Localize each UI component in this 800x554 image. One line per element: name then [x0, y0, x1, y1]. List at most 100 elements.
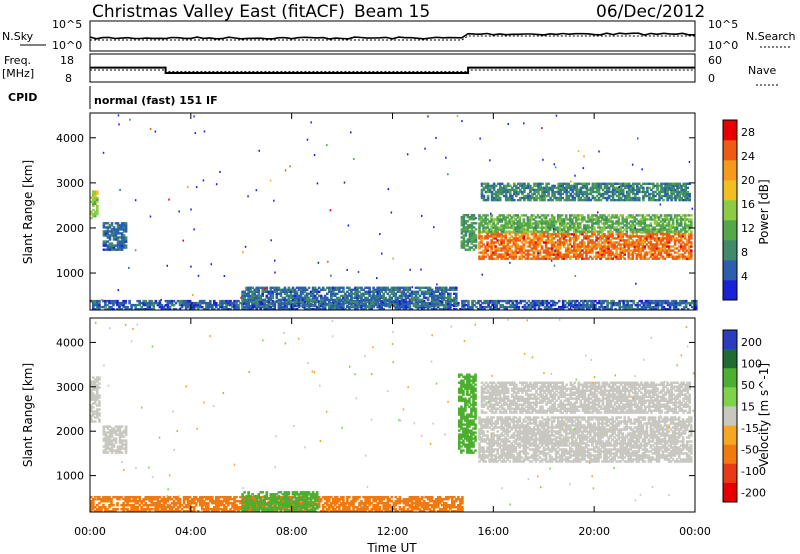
- heatmap-cell: [301, 300, 305, 304]
- heatmap-cell: [360, 298, 363, 302]
- heatmap-cell: [237, 303, 240, 307]
- heatmap-cell: [581, 182, 585, 185]
- heatmap-cell: [207, 305, 210, 309]
- heatmap-cell: [695, 308, 698, 311]
- heatmap-cell: [271, 299, 275, 303]
- heatmap-cell: [247, 302, 250, 306]
- heatmap-cell: [279, 290, 283, 293]
- heatmap-cell: [676, 186, 679, 190]
- heatmap-cell: [558, 251, 562, 254]
- heatmap-cell: [110, 305, 113, 309]
- heatmap-cell: [577, 237, 580, 240]
- heatmap-cell: [368, 308, 371, 311]
- heatmap-cell: [496, 226, 499, 229]
- heatmap-cell: [670, 196, 673, 200]
- heatmap-cell: [632, 301, 636, 305]
- heatmap-cell: [158, 502, 162, 505]
- heatmap-cell: [640, 305, 644, 309]
- heatmap-cell: [380, 304, 383, 308]
- heatmap-cell: [603, 192, 607, 196]
- heatmap-cell: [122, 242, 126, 245]
- heatmap-cell: [668, 308, 672, 311]
- heatmap-cell: [566, 243, 570, 246]
- heatmap-cell: [520, 228, 524, 231]
- heatmap-cell: [660, 301, 664, 305]
- heatmap-cell: [106, 222, 110, 225]
- heatmap-cell: [560, 228, 564, 231]
- heatmap-cell: [462, 238, 466, 241]
- heatmap-cell: [384, 290, 387, 293]
- heatmap-cell: [637, 245, 641, 248]
- heatmap-cell: [467, 299, 470, 303]
- heatmap-cell: [558, 239, 562, 242]
- heatmap-cell: [577, 230, 580, 233]
- heatmap-cell: [496, 190, 500, 194]
- heatmap-cell: [482, 198, 486, 202]
- heatmap-cell: [566, 249, 570, 252]
- heatmap-cell: [527, 305, 531, 309]
- heatmap-cell: [529, 194, 532, 198]
- heatmap-cell: [607, 245, 610, 248]
- heatmap-cell: [247, 294, 250, 298]
- heatmap-cell: [486, 218, 489, 221]
- heatmap-cell: [398, 294, 402, 298]
- heatmap-cell: [502, 224, 505, 227]
- heatmap-cell: [637, 251, 641, 254]
- heatmap-cell: [630, 308, 634, 311]
- heatmap-cell: [631, 222, 635, 225]
- heatmap-cell: [416, 304, 420, 308]
- heatmap-cell: [652, 186, 655, 190]
- heatmap-cell: [470, 226, 474, 229]
- heatmap-cell: [670, 299, 674, 303]
- heatmap-cell: [653, 253, 657, 256]
- heatmap-cell: [114, 228, 118, 231]
- heatmap-cell: [589, 216, 592, 219]
- heatmap-cell: [440, 288, 444, 291]
- heatmap-cell: [144, 496, 148, 499]
- heatmap-cell: [569, 251, 572, 254]
- heatmap-cell: [532, 257, 536, 260]
- heatmap-cell: [460, 232, 464, 235]
- heatmap-cell: [686, 192, 689, 196]
- heatmap-cell: [605, 245, 608, 248]
- heatmap-cell: [594, 299, 597, 303]
- heatmap-cell: [460, 236, 464, 239]
- heatmap-cell: [589, 245, 592, 248]
- heatmap-cell: [530, 222, 534, 225]
- heatmap-cell: [120, 222, 124, 225]
- heatmap-cell: [648, 301, 652, 305]
- heatmap-cell: [601, 192, 605, 196]
- heatmap-cell: [150, 504, 154, 507]
- heatmap-cell: [504, 216, 507, 219]
- heatmap-cell: [579, 188, 583, 192]
- heatmap-cell: [98, 303, 101, 307]
- heatmap-cell: [615, 233, 618, 236]
- heatmap-cell: [368, 298, 371, 302]
- heatmap-cell: [463, 299, 466, 303]
- heatmap-cell: [638, 186, 641, 190]
- heatmap-cell: [418, 288, 422, 291]
- heatmap-cell: [453, 304, 456, 308]
- heatmap-cell: [518, 218, 522, 221]
- heatmap-cell: [682, 305, 686, 309]
- heatmap-cell: [116, 230, 120, 233]
- heatmap-cell: [249, 300, 252, 304]
- heatmap-cell: [178, 303, 182, 307]
- heatmap-cell: [625, 194, 629, 198]
- heatmap-cell: [96, 206, 99, 210]
- heatmap-cell: [336, 308, 339, 311]
- heatmap-cell: [675, 218, 679, 221]
- heatmap-cell: [225, 299, 228, 303]
- heatmap-cell: [277, 298, 281, 302]
- heatmap-cell: [132, 504, 135, 507]
- heatmap-cell: [200, 305, 204, 309]
- heatmap-cell: [92, 208, 95, 212]
- heatmap-cell: [513, 182, 516, 185]
- heatmap-cell: [677, 257, 681, 260]
- heatmap-cell: [673, 228, 677, 231]
- heatmap-cell: [621, 192, 625, 196]
- heatmap-cell: [573, 226, 576, 229]
- heatmap-cell: [667, 233, 671, 236]
- heatmap-cell: [601, 253, 604, 256]
- heatmap-cell: [609, 194, 613, 198]
